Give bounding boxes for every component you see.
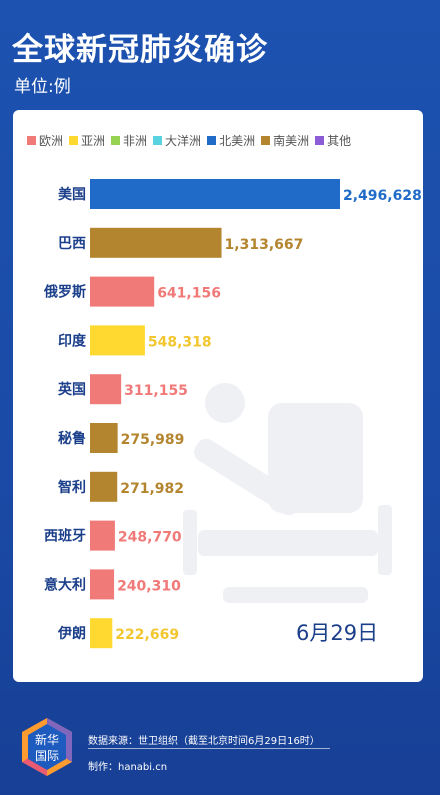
date-label: 6月29日 [296,621,379,645]
legend-item: 欧洲 [27,132,63,149]
category-label: 西班牙 [44,528,86,545]
xinhua-logo: 新华 国际 [22,718,72,776]
category-label: 印度 [58,332,87,349]
bar [90,471,118,502]
legend-swatch [315,136,325,145]
legend-label: 其他 [327,134,352,148]
value-label: 548,318 [148,334,212,350]
legend-label: 亚洲 [81,134,106,148]
bar [90,618,113,649]
bar [90,374,122,405]
legend-item: 南美洲 [261,132,309,149]
patient-bed-icon [183,383,392,603]
bar [90,520,115,551]
legend-swatch [69,136,79,145]
logo-text-2: 国际 [35,749,59,763]
legend-swatch [153,136,163,145]
category-label: 伊朗 [57,625,86,642]
legend-label: 南美洲 [273,134,310,148]
legend-swatch [111,136,121,145]
category-label: 意大利 [44,576,86,593]
bar [90,179,340,209]
category-label: 俄罗斯 [43,284,86,301]
unit-label: 单位:例 [14,77,71,97]
bar [90,423,118,453]
legend-item: 北美洲 [207,132,255,149]
legend-swatch [261,136,271,145]
maker-credit: 制作：hanabi.cn [88,762,168,773]
value-label: 240,310 [117,578,181,594]
value-label: 311,155 [124,383,188,399]
value-label: 641,156 [157,286,221,302]
legend-label: 大洋洲 [165,134,202,148]
bar-chart: 美国 2,496,628 巴西 1,313,667 俄罗斯 641,156 印度 548,31… [43,179,422,649]
legend-swatch [207,136,217,145]
value-label: 2,496,628 [343,188,422,204]
chart-card: 欧洲 亚洲 非洲 大洋洲 北美洲 南美洲 其他 美国 2,496,628 巴西 1,313,667… [13,110,423,682]
legend-item: 其他 [315,132,351,149]
bar [90,325,145,356]
value-label: 222,669 [115,627,179,643]
legend-label: 非洲 [123,134,148,148]
value-label: 271,982 [120,481,184,497]
bar [90,569,115,600]
footer-divider [88,748,330,749]
bar [90,227,222,258]
value-label: 275,989 [121,432,185,448]
category-label: 美国 [58,186,86,203]
category-label: 英国 [57,381,86,398]
value-label: 248,770 [118,530,182,546]
bar [90,276,155,307]
legend-item: 大洋洲 [153,132,201,149]
page-title: 全球新冠肺炎确诊 [12,32,268,68]
category-label: 巴西 [58,236,86,252]
chart-legend: 欧洲 亚洲 非洲 大洋洲 北美洲 南美洲 其他 [27,132,351,149]
legend-label: 北美洲 [219,134,256,148]
value-label: 1,313,667 [225,237,304,253]
legend-item: 非洲 [111,132,147,149]
legend-swatch [27,136,36,145]
category-label: 智利 [57,479,86,496]
logo-text-1: 新华 [35,732,59,747]
category-label: 秘鲁 [58,430,86,447]
legend-item: 亚洲 [69,132,105,149]
data-source: 数据来源：世卫组织（截至北京时间6月29日16时） [88,736,320,747]
legend-label: 欧洲 [39,134,64,148]
